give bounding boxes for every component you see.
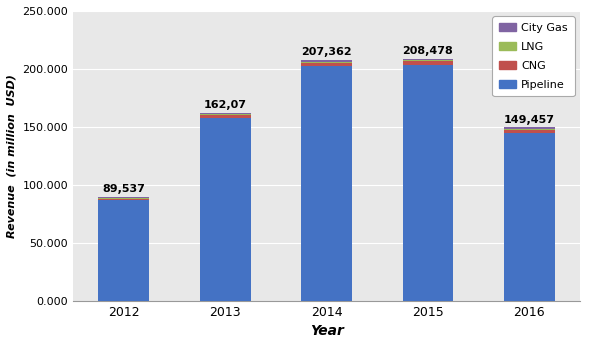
Bar [504,130,555,132]
Bar [301,66,352,300]
Bar [200,113,250,114]
Bar [403,65,453,300]
Bar [301,60,352,62]
Bar [200,118,250,300]
Bar [301,62,352,66]
X-axis label: Year: Year [310,324,344,338]
Bar [98,198,149,199]
Text: 162,07: 162,07 [204,100,247,110]
Text: 208,478: 208,478 [403,46,453,56]
Bar [504,132,555,300]
Text: 207,362: 207,362 [301,48,352,58]
Bar [403,59,453,60]
Bar [98,199,149,200]
Text: 149,457: 149,457 [504,115,555,125]
Bar [200,114,250,115]
Bar [504,127,555,129]
Legend: City Gas, LNG, CNG, Pipeline: City Gas, LNG, CNG, Pipeline [492,17,574,97]
Bar [200,115,250,118]
Bar [98,200,149,300]
Y-axis label: Revenue  (in million  USD): Revenue (in million USD) [7,74,17,238]
Bar [403,61,453,65]
Bar [98,197,149,198]
Text: 89,537: 89,537 [102,184,145,194]
Bar [403,60,453,61]
Bar [504,129,555,130]
